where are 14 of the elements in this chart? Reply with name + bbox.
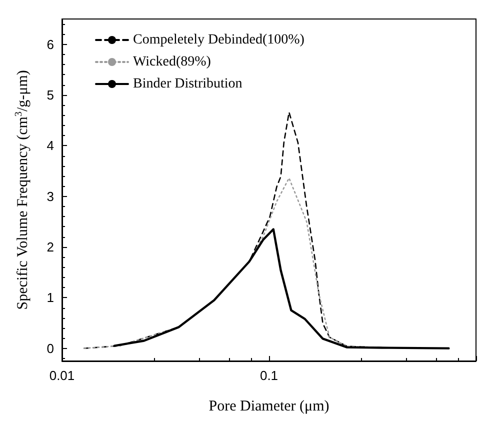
y-tick-label: 1: [46, 290, 54, 306]
y-axis-title: Specific Volume Frequency (cm3/g-μm): [14, 70, 31, 310]
y-tick-label: 5: [46, 88, 54, 102]
legend-label: Wicked(89%): [133, 54, 212, 70]
y-tick-label: 6: [46, 36, 54, 52]
legend-label: Binder Distribution: [133, 76, 242, 92]
y-tick-label: 2: [46, 240, 54, 254]
x-tick-label: 0.1: [260, 368, 278, 383]
y-tick-label: 4: [46, 138, 54, 154]
legend-label: Compeletely Debinded(100%): [133, 32, 305, 48]
y-tick-label: 3: [46, 188, 54, 204]
x-axis-title: Pore Diameter (μm): [208, 398, 330, 414]
y-tick-label: 0: [46, 340, 54, 356]
x-tick-label: 0.01: [49, 368, 75, 383]
